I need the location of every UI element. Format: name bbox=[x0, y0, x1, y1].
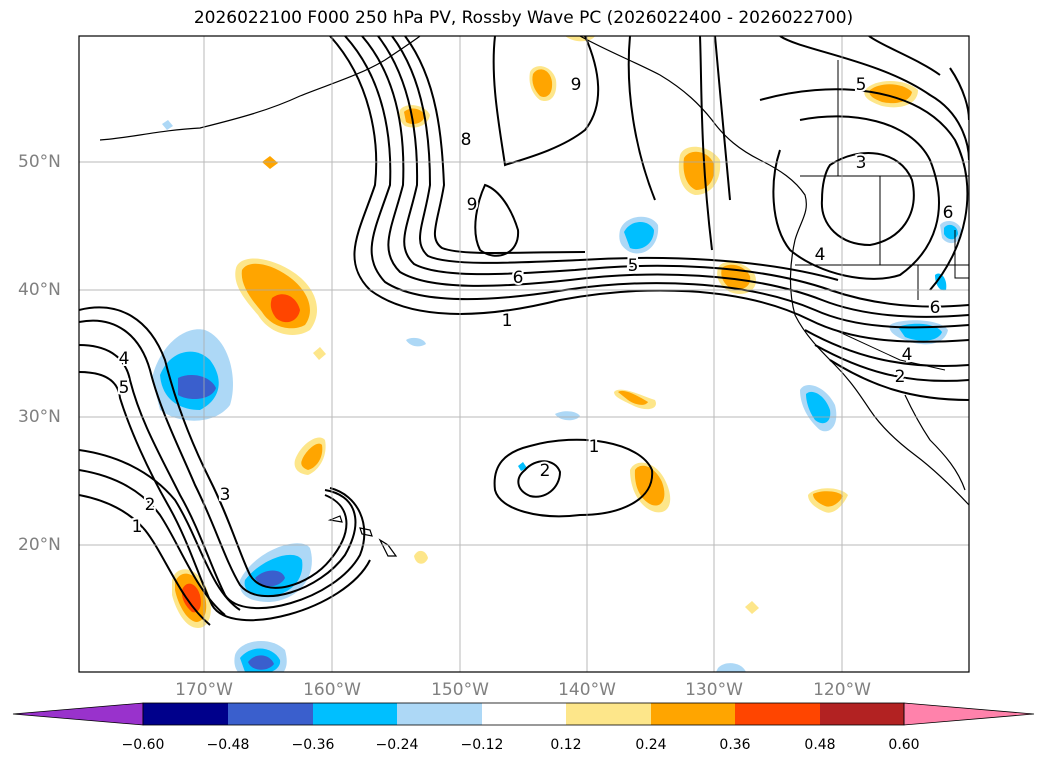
lon-label: 120°W bbox=[813, 680, 871, 700]
colorbar-tick-label: 0.60 bbox=[888, 737, 920, 753]
contour-label: 2 bbox=[540, 461, 551, 481]
positive-anomaly bbox=[181, 583, 201, 613]
colorbar-tick-label: 0.48 bbox=[804, 737, 836, 753]
contour-label: 4 bbox=[902, 345, 913, 365]
contour-label: 9 bbox=[467, 195, 478, 215]
negative-anomaly bbox=[935, 273, 947, 291]
lon-label: 150°W bbox=[431, 680, 489, 700]
map-area bbox=[79, 36, 969, 672]
contour-label: 2 bbox=[145, 495, 156, 515]
negative-anomaly bbox=[555, 411, 580, 421]
negative-anomaly bbox=[162, 120, 173, 130]
positive-anomaly bbox=[869, 84, 912, 104]
positive-anomaly bbox=[270, 294, 300, 323]
lat-label: 20°N bbox=[18, 535, 61, 555]
contour-label: 8 bbox=[461, 130, 472, 150]
colorbar-bin bbox=[143, 703, 228, 725]
positive-anomaly bbox=[532, 69, 553, 97]
positive-anomaly bbox=[618, 390, 648, 405]
positive-anomaly bbox=[414, 550, 428, 564]
positive-anomaly bbox=[404, 108, 425, 124]
contour-label: 4 bbox=[119, 349, 130, 369]
colorbar-bin bbox=[313, 703, 397, 725]
contour-label: 9 bbox=[571, 75, 582, 95]
pv-contours bbox=[79, 36, 969, 626]
colorbar-tick-label: −0.60 bbox=[121, 737, 165, 753]
lon-label: 140°W bbox=[558, 680, 616, 700]
pv-anomaly-shading bbox=[152, 36, 962, 672]
colorbar-tick-label: −0.24 bbox=[375, 737, 419, 753]
negative-anomaly bbox=[518, 462, 527, 471]
contour-label: 2 bbox=[895, 367, 906, 387]
colorbar-tick-label: −0.36 bbox=[291, 737, 335, 753]
contour-label: 3 bbox=[220, 485, 231, 505]
contour-label: 3 bbox=[856, 153, 867, 173]
positive-anomaly bbox=[301, 443, 323, 470]
colorbar-tick-label: −0.12 bbox=[460, 737, 504, 753]
contour-label: 1 bbox=[589, 437, 600, 457]
colorbar-bin bbox=[482, 703, 566, 725]
contour-label: 5 bbox=[856, 75, 867, 95]
contour-label: 4 bbox=[815, 245, 826, 265]
colorbar-bin bbox=[820, 703, 904, 725]
contour-label: 6 bbox=[930, 298, 941, 318]
positive-anomaly bbox=[313, 347, 326, 360]
positive-anomaly bbox=[683, 151, 715, 190]
lat-label: 50°N bbox=[18, 152, 61, 172]
colorbar-tick-label: 0.12 bbox=[550, 737, 582, 753]
lon-label: 170°W bbox=[175, 680, 233, 700]
colorbar-extend-max bbox=[903, 702, 1035, 726]
colorbar-extend-min bbox=[12, 702, 144, 726]
chart-title: 2026022100 F000 250 hPa PV, Rossby Wave … bbox=[193, 8, 854, 28]
negative-anomaly bbox=[716, 663, 746, 672]
negative-anomaly bbox=[255, 570, 285, 587]
lon-label: 130°W bbox=[685, 680, 743, 700]
negative-anomaly bbox=[624, 221, 654, 250]
colorbar-bin bbox=[228, 703, 313, 725]
contour-labels: 9 8 9 6 5 1 5 3 4 6 6 4 2 4 5 3 2 1 1 2 bbox=[117, 73, 956, 539]
contour-label: 6 bbox=[943, 203, 954, 223]
lat-label: 30°N bbox=[18, 407, 61, 427]
positive-anomaly bbox=[813, 491, 843, 507]
contour-label: 1 bbox=[132, 517, 143, 537]
negative-anomaly bbox=[178, 375, 216, 400]
coastlines bbox=[99, 36, 969, 557]
negative-anomaly bbox=[806, 391, 831, 424]
map-border bbox=[78, 35, 970, 673]
colorbar-bin bbox=[566, 703, 651, 725]
colorbar-bin bbox=[651, 703, 735, 725]
colorbar-tick-label: 0.36 bbox=[719, 737, 751, 753]
lat-label: 40°N bbox=[18, 280, 61, 300]
contour-label: 6 bbox=[513, 268, 524, 288]
contour-label: 1 bbox=[502, 311, 513, 331]
colorbar-bin bbox=[735, 703, 820, 725]
contour-label: 5 bbox=[119, 378, 130, 398]
gridlines bbox=[79, 36, 969, 672]
contour-label: 5 bbox=[628, 256, 639, 276]
negative-anomaly bbox=[406, 337, 426, 347]
colorbar bbox=[12, 702, 1035, 726]
colorbar-tick-label: 0.24 bbox=[635, 737, 667, 753]
lon-label: 160°W bbox=[303, 680, 361, 700]
negative-anomaly bbox=[248, 655, 274, 670]
colorbar-bin bbox=[397, 703, 482, 725]
political-borders bbox=[795, 60, 969, 371]
positive-anomaly bbox=[745, 601, 759, 614]
colorbar-tick-label: −0.48 bbox=[206, 737, 250, 753]
